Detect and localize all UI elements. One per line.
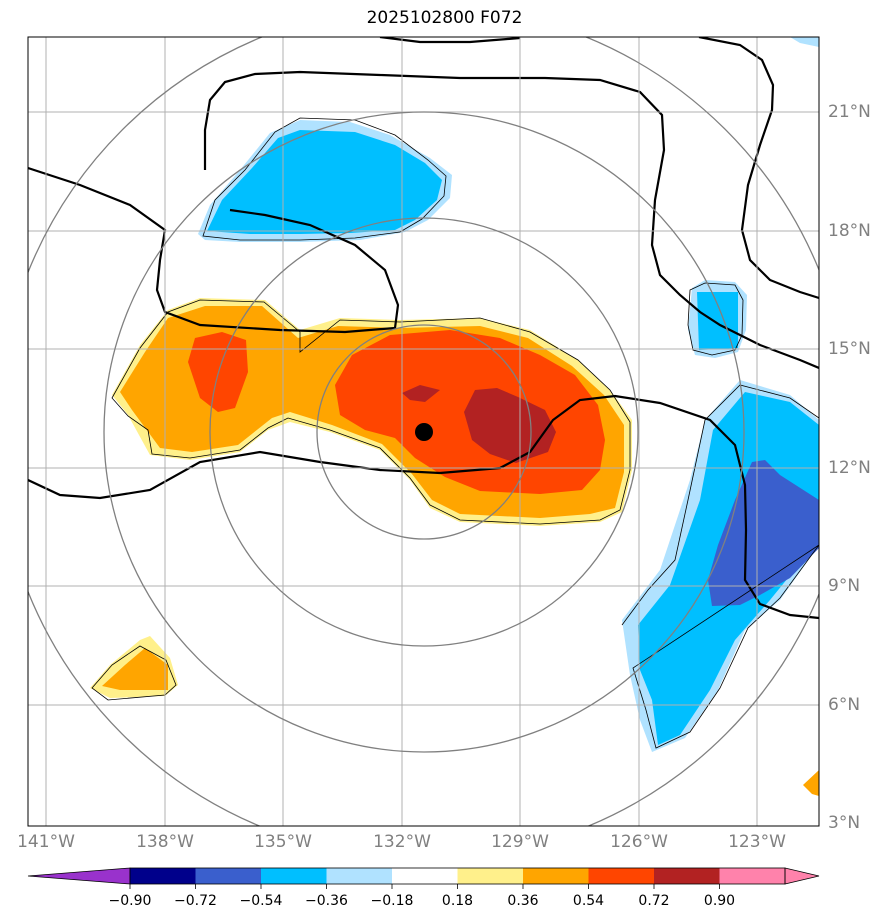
shade-east-mid xyxy=(697,292,738,350)
colorbar-label: 0.18 xyxy=(441,893,474,909)
lat-tick-label: 21°N xyxy=(828,102,871,122)
lon-tick-label: 126°W xyxy=(610,832,668,852)
contour-west-loop xyxy=(28,166,400,334)
contour-north-loop xyxy=(203,70,819,370)
thick-contours xyxy=(28,37,819,620)
colorbar-extend-high xyxy=(784,867,820,885)
lon-tick-label: 138°W xyxy=(136,832,194,852)
colorbar-label: −0.72 xyxy=(174,893,217,909)
colorbar-ticks xyxy=(129,884,720,889)
colorbar-segment-5 xyxy=(392,868,458,884)
colorbar-label: 0.90 xyxy=(703,893,736,909)
colorbar xyxy=(27,867,820,889)
map-frame xyxy=(27,36,820,827)
colorbar-segment-6 xyxy=(457,868,523,884)
shade-ne-light xyxy=(790,37,819,47)
colorbar-segment-2 xyxy=(195,868,261,884)
lat-tick-label: 9°N xyxy=(828,576,861,596)
colorbar-segment-4 xyxy=(326,868,392,884)
shade-small-darkred xyxy=(402,385,440,402)
colorbar-label: −0.54 xyxy=(239,893,283,909)
outline-main xyxy=(111,299,631,525)
shade-main-darkred xyxy=(464,388,556,463)
outline-north xyxy=(202,117,447,241)
colorbar-segment-9 xyxy=(654,868,720,884)
lat-tick-label: 6°N xyxy=(828,695,861,715)
colorbar-label: 0.72 xyxy=(638,893,670,909)
lon-tick-label: 132°W xyxy=(373,832,431,852)
range-ring-1 xyxy=(316,324,532,540)
lat-tick-label: 18°N xyxy=(828,221,871,241)
colorbar-extend-low xyxy=(27,867,131,885)
range-rings xyxy=(28,37,819,826)
colorbar-segment-7 xyxy=(523,868,589,884)
colorbar-segment-3 xyxy=(261,868,327,884)
colorbar-segment-10 xyxy=(719,868,785,884)
contour-southern xyxy=(28,394,819,620)
shade-north-mid xyxy=(207,130,442,234)
colorbar-segment-8 xyxy=(588,868,654,884)
colorbar-label: 0.54 xyxy=(572,893,605,909)
shaded-field xyxy=(90,37,819,796)
shade-sw-orange xyxy=(102,648,168,690)
lon-tick-label: 123°W xyxy=(728,832,786,852)
colorbar-label: −0.36 xyxy=(305,893,348,909)
shade-se-dark xyxy=(708,460,819,606)
chart-title: 2025102800 F072 xyxy=(366,8,523,28)
outline-east xyxy=(687,282,744,356)
outline-sw xyxy=(91,645,177,701)
range-ring-2 xyxy=(209,217,639,647)
colorbar-segment-1 xyxy=(130,868,196,884)
lon-tick-label: 141°W xyxy=(17,832,75,852)
lon-tick-label: 129°W xyxy=(491,832,549,852)
colorbar-label: −0.18 xyxy=(370,893,414,909)
colorbar-label: 0.36 xyxy=(507,893,539,909)
lat-tick-label: 15°N xyxy=(828,339,871,359)
lat-tick-label: 3°N xyxy=(828,813,861,833)
lon-tick-label: 135°W xyxy=(254,832,312,852)
colorbar-label: −0.90 xyxy=(108,893,152,909)
storm-center-marker xyxy=(415,423,433,441)
graticule xyxy=(28,37,819,826)
contour-top xyxy=(379,37,521,44)
shade-se-corner xyxy=(803,770,819,796)
contour-northeast xyxy=(698,37,819,300)
range-ring-3 xyxy=(103,111,745,753)
lat-tick-label: 12°N xyxy=(828,458,871,478)
map-area xyxy=(28,37,819,826)
